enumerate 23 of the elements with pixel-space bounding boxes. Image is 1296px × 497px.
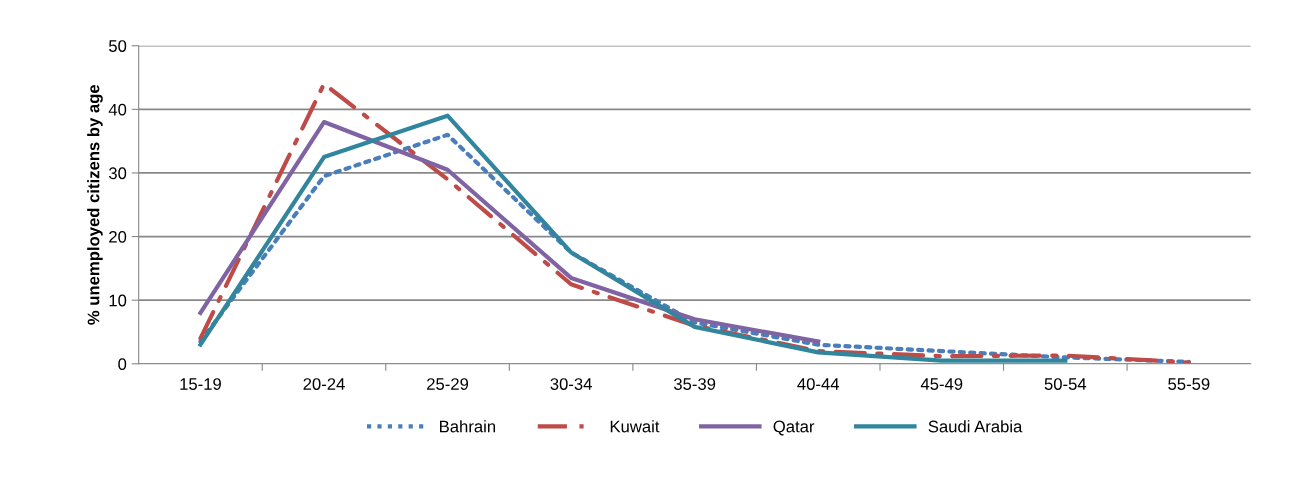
x-tick-label: 55-59 — [1168, 378, 1210, 390]
x-tick-label: 15-19 — [180, 378, 221, 390]
x-tick-label: 30-34 — [550, 378, 592, 390]
line-series — [198, 113, 1068, 363]
x-tick-label: 35-39 — [673, 378, 716, 390]
y-tick-label: 20 — [109, 230, 127, 243]
y-tick-label: 0 — [118, 358, 127, 371]
x-tick-label: 20-24 — [303, 378, 345, 390]
line-series — [198, 132, 1191, 364]
legend-label: Saudi Arabia — [928, 420, 1023, 433]
line-series — [198, 119, 821, 344]
y-tick-label: 40 — [108, 103, 127, 116]
y-tick-label: 50 — [109, 40, 127, 52]
x-tick-label: 40-44 — [797, 378, 840, 390]
x-tick-label: 25-29 — [427, 378, 469, 390]
y-tick-label: 10 — [109, 294, 127, 307]
y-tick-label: 30 — [108, 167, 127, 180]
x-tick-label: 45-49 — [920, 378, 963, 390]
legend-label: Kuwait — [610, 420, 660, 433]
legend-label: Bahrain — [440, 420, 496, 433]
x-tick-label: 50-54 — [1044, 378, 1087, 390]
legend-label: Qatar — [773, 420, 815, 436]
y-axis-title: % unemployed citizens by age — [87, 84, 103, 325]
